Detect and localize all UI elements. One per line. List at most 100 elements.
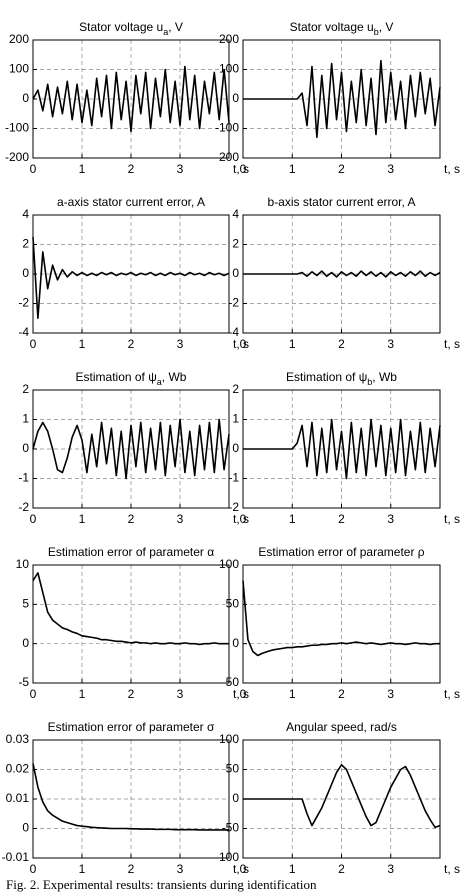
title-part: Stator voltage u bbox=[79, 20, 163, 34]
y-tick-label: -1 bbox=[228, 471, 239, 485]
x-tick-label: 2 bbox=[338, 687, 345, 701]
line-series bbox=[32, 418, 230, 480]
y-tick-label: -100 bbox=[215, 121, 239, 135]
y-tick-label: 0 bbox=[22, 441, 29, 455]
x-tick-label: 1 bbox=[289, 162, 296, 176]
x-axis-label: t, s bbox=[233, 862, 249, 876]
title-part: a bbox=[163, 27, 168, 37]
x-tick-label: 0 bbox=[240, 162, 247, 176]
chart-title: Estimation of ψa, Wb bbox=[76, 370, 187, 387]
x-tick-label: 2 bbox=[338, 512, 345, 526]
y-tick-label: 100 bbox=[219, 62, 239, 76]
chart-title: Stator voltage ub, V bbox=[290, 20, 394, 37]
line-series bbox=[243, 418, 441, 480]
y-tick-label: 2 bbox=[232, 382, 239, 396]
y-tick-label: 2 bbox=[232, 237, 239, 251]
line-series bbox=[243, 763, 441, 829]
title-part: b bbox=[374, 27, 379, 37]
x-tick-label: 1 bbox=[79, 337, 86, 351]
y-tick-label: 0 bbox=[22, 266, 29, 280]
y-tick-label: -50 bbox=[222, 675, 240, 689]
chart-title: a-axis stator current error, A bbox=[57, 195, 205, 209]
x-tick-label: 0 bbox=[30, 512, 37, 526]
y-tick-label: -2 bbox=[228, 500, 239, 514]
x-axis-label: t, s bbox=[233, 337, 249, 351]
y-tick-label: 0 bbox=[22, 821, 29, 835]
x-axis-label: t, s bbox=[444, 512, 460, 526]
title-part: Estimation of ψ bbox=[76, 370, 157, 384]
y-tick-label: 0 bbox=[232, 441, 239, 455]
x-tick-label: 2 bbox=[338, 862, 345, 876]
y-tick-label: 0 bbox=[232, 91, 239, 105]
x-tick-label: 1 bbox=[289, 337, 296, 351]
x-tick-label: 0 bbox=[30, 162, 37, 176]
line-series bbox=[32, 763, 229, 831]
title-part: , Wb bbox=[372, 370, 397, 384]
x-tick-label: 0 bbox=[240, 687, 247, 701]
x-axis-label: t, s bbox=[233, 512, 249, 526]
x-tick-label: 3 bbox=[387, 337, 394, 351]
x-tick-label: 3 bbox=[387, 687, 394, 701]
chart-title: Stator voltage ua, V bbox=[79, 20, 183, 37]
plot-frame bbox=[242, 564, 441, 684]
line-series bbox=[243, 59, 441, 139]
x-tick-label: 2 bbox=[128, 687, 135, 701]
x-tick-label: 3 bbox=[387, 512, 394, 526]
y-tick-label: -5 bbox=[18, 675, 29, 689]
x-tick-label: 1 bbox=[289, 687, 296, 701]
x-tick-label: 0 bbox=[240, 512, 247, 526]
title-part: , V bbox=[168, 20, 183, 34]
y-tick-label: 0.01 bbox=[6, 791, 30, 805]
line-series bbox=[242, 580, 440, 657]
y-tick-label: 50 bbox=[226, 762, 240, 776]
y-tick-label: -100 bbox=[5, 121, 29, 135]
y-tick-label: 2 bbox=[22, 382, 29, 396]
y-tick-label: -1 bbox=[18, 471, 29, 485]
y-tick-label: 0 bbox=[232, 636, 239, 650]
y-tick-label: -2 bbox=[228, 296, 239, 310]
x-tick-label: 1 bbox=[79, 512, 86, 526]
line-series bbox=[32, 237, 230, 320]
y-tick-label: -200 bbox=[5, 150, 29, 164]
y-tick-label: -2 bbox=[18, 500, 29, 514]
y-tick-label: -0.01 bbox=[2, 850, 30, 864]
x-tick-label: 2 bbox=[338, 162, 345, 176]
y-tick-label: 50 bbox=[226, 597, 240, 611]
x-tick-label: 3 bbox=[387, 862, 394, 876]
x-tick-label: 0 bbox=[240, 337, 247, 351]
x-tick-label: 1 bbox=[289, 512, 296, 526]
chart-title: Estimation error of parameter σ bbox=[48, 720, 215, 734]
y-tick-label: 4 bbox=[232, 207, 239, 221]
y-tick-label: -200 bbox=[215, 150, 239, 164]
line-series bbox=[32, 65, 230, 133]
chart-title: Estimation error of parameter α bbox=[48, 545, 214, 559]
line-series bbox=[243, 270, 441, 278]
x-tick-label: 3 bbox=[177, 512, 184, 526]
y-tick-label: 0.02 bbox=[6, 762, 30, 776]
chart-title: Estimation of ψb, Wb bbox=[286, 370, 397, 387]
title-part: a bbox=[157, 377, 162, 387]
y-tick-label: 0 bbox=[22, 636, 29, 650]
x-tick-label: 3 bbox=[177, 687, 184, 701]
x-tick-label: 0 bbox=[30, 862, 37, 876]
x-tick-label: 2 bbox=[128, 862, 135, 876]
x-tick-label: 3 bbox=[177, 162, 184, 176]
y-tick-label: 0.03 bbox=[6, 732, 30, 746]
y-tick-label: 0 bbox=[232, 791, 239, 805]
x-tick-label: 1 bbox=[289, 862, 296, 876]
y-tick-label: 5 bbox=[22, 597, 29, 611]
title-part: b bbox=[367, 377, 372, 387]
x-tick-label: 1 bbox=[79, 862, 86, 876]
chart-title: Estimation error of parameter ρ bbox=[258, 545, 424, 559]
x-tick-label: 0 bbox=[30, 337, 37, 351]
chart-title: Angular speed, rad/s bbox=[286, 720, 397, 734]
title-part: , V bbox=[379, 20, 394, 34]
caption: Fig. 2. Experimental results: transients… bbox=[6, 877, 317, 892]
y-tick-label: -4 bbox=[228, 325, 239, 339]
line-series bbox=[32, 572, 229, 646]
y-tick-label: -50 bbox=[222, 821, 240, 835]
x-axis-label: t, s bbox=[444, 162, 460, 176]
x-axis-label: t, s bbox=[233, 687, 249, 701]
plot-frame bbox=[32, 564, 230, 684]
